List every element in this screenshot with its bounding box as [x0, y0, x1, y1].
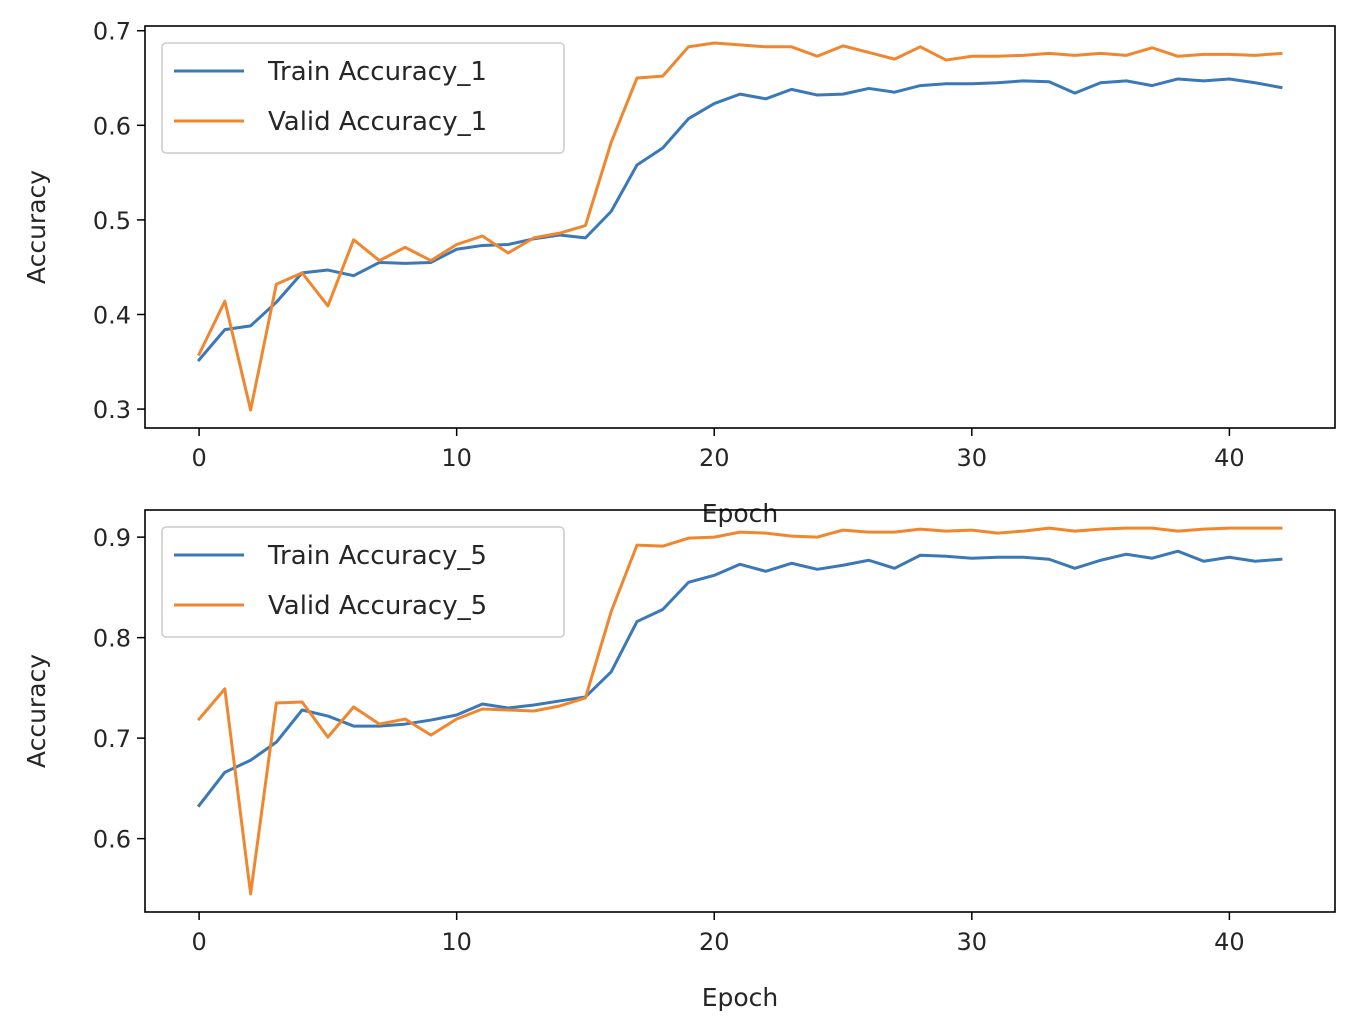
x-tick-label: 0	[191, 928, 206, 956]
x-tick-label: 40	[1214, 444, 1245, 472]
legend-entry-label: Train Accuracy_1	[267, 57, 487, 87]
x-tick-label: 10	[441, 444, 472, 472]
x-tick-label: 20	[699, 928, 730, 956]
top-5-accuracy-panel: 0 10 20 30 40 0.6 0.7 0.8 0.9 Epoch Accuracy Train …	[22, 509, 1336, 1012]
x-tick-label: 10	[441, 928, 472, 956]
y-tick-label: 0.6	[93, 826, 131, 854]
y-tick-label: 0.7	[93, 725, 131, 753]
series-line-train-accuracy-5	[196, 549, 1283, 808]
legend-box	[161, 526, 565, 638]
series-line-train-accuracy-1	[196, 77, 1283, 363]
x-axis-label: Epoch	[702, 983, 779, 1012]
y-tick-label: 0.5	[93, 207, 131, 235]
x-tick-label: 0	[191, 444, 206, 472]
series-line-valid-accuracy-5	[196, 526, 1283, 896]
y-tick-label: 0.8	[93, 625, 131, 653]
legend-entry-label: Valid Accuracy_5	[268, 591, 487, 621]
y-tick-label: 0.6	[93, 112, 131, 140]
legend-box	[161, 42, 565, 154]
legend: Train Accuracy_1 Valid Accuracy_1	[161, 42, 565, 154]
y-axis-label: Accuracy	[22, 170, 51, 284]
axes-frame	[144, 25, 1336, 429]
x-tick-label: 30	[957, 928, 988, 956]
y-tick-label: 0.4	[93, 301, 131, 329]
legend-entry-label: Valid Accuracy_1	[268, 107, 487, 137]
y-tick-label: 0.7	[93, 18, 131, 46]
legend: Train Accuracy_5 Valid Accuracy_5	[161, 526, 565, 638]
x-axis-label: Epoch	[702, 499, 779, 528]
y-axis-label: Accuracy	[22, 654, 51, 768]
y-tick-label: 0.3	[93, 396, 131, 424]
x-tick-label: 40	[1214, 928, 1245, 956]
x-tick-label: 30	[957, 444, 988, 472]
axes-frame	[144, 509, 1336, 913]
legend-entry-label: Train Accuracy_5	[267, 541, 487, 571]
top-1-accuracy-panel: 0 10 20 30 40 0.3 0.4 0.5 0.6 0.7 Epoch Accuracy Tra…	[22, 18, 1336, 528]
series-line-valid-accuracy-1	[197, 41, 1283, 412]
y-tick-label: 0.9	[93, 524, 131, 552]
x-tick-label: 20	[699, 444, 730, 472]
